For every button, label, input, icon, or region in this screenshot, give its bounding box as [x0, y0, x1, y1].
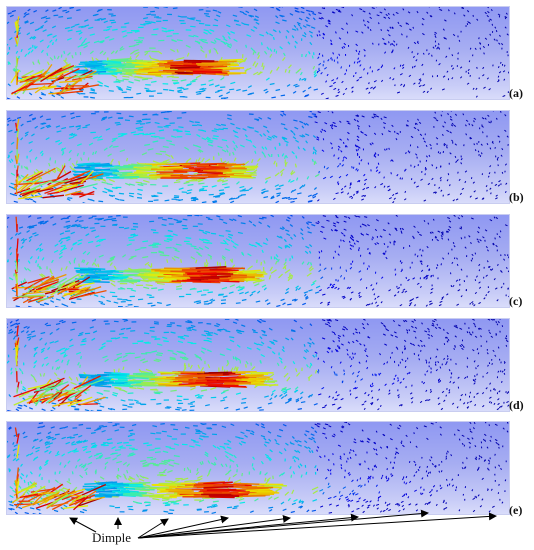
panel-b	[6, 110, 510, 204]
vector-field	[7, 7, 509, 99]
panel-c	[6, 214, 510, 308]
panel-label-e: (e)	[509, 503, 523, 517]
vector-field	[7, 319, 509, 411]
vector-field	[7, 215, 509, 307]
panel-d	[6, 318, 510, 412]
panel-label-d: (d)	[509, 398, 524, 412]
panel-label-c: (c)	[509, 294, 523, 308]
panel-label-a: (a)	[509, 86, 523, 100]
panel-e	[6, 421, 510, 515]
panel-label-b: (b)	[509, 190, 524, 204]
panel-a	[6, 6, 510, 100]
vector-field	[7, 111, 509, 203]
vector-field	[7, 422, 509, 514]
dimple-label: Dimple	[92, 530, 131, 545]
